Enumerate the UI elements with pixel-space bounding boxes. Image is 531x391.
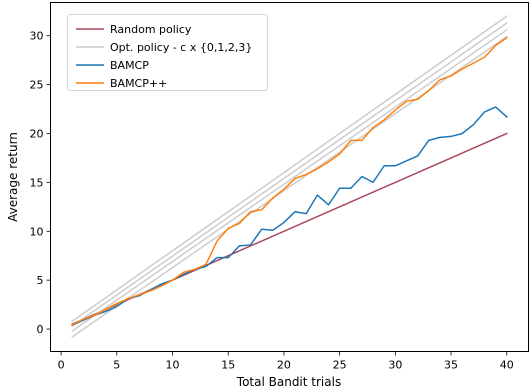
x-axis-label: Total Bandit trials [236, 375, 341, 389]
x-tick-label: 35 [444, 359, 458, 372]
series-line-6 [71, 36, 508, 327]
y-axis-label: Average return [6, 132, 20, 222]
x-tick-label: 40 [500, 359, 514, 372]
legend-label: BAMCP++ [110, 77, 167, 90]
y-tick-label: 30 [30, 30, 44, 43]
y-tick-label: 5 [37, 274, 44, 287]
series-line-4 [71, 35, 508, 338]
legend-label: BAMCP [110, 59, 149, 72]
x-tick-label: 15 [221, 359, 235, 372]
legend: Random policy Opt. policy - c x {0,1,2,3}… [67, 14, 268, 91]
y-tick-label: 0 [37, 323, 44, 336]
legend-label: Random policy [110, 23, 192, 36]
x-tick-label: 20 [277, 359, 291, 372]
series-line-3 [71, 28, 508, 333]
x-tick-label: 30 [388, 359, 402, 372]
y-tick-label: 25 [30, 79, 44, 92]
plot-lines [71, 15, 508, 338]
y-axis: 0 5 10 15 20 25 30 [30, 30, 51, 336]
x-tick-label: 25 [333, 359, 347, 372]
y-tick-label: 20 [30, 127, 44, 140]
y-tick-label: 15 [30, 176, 44, 189]
x-tick-label: 0 [58, 359, 65, 372]
legend-label: Opt. policy - c x {0,1,2,3} [110, 41, 252, 54]
y-tick-label: 10 [30, 225, 44, 238]
x-tick-label: 5 [113, 359, 120, 372]
legend-entries: Random policy Opt. policy - c x {0,1,2,3}… [76, 23, 252, 90]
x-axis: 0 5 10 15 20 25 30 35 40 [58, 351, 514, 372]
plot-frame [50, 2, 529, 352]
legend-box [67, 14, 268, 91]
series-line-2 [71, 21, 508, 328]
x-tick-label: 10 [166, 359, 180, 372]
series-line-1 [71, 15, 508, 323]
